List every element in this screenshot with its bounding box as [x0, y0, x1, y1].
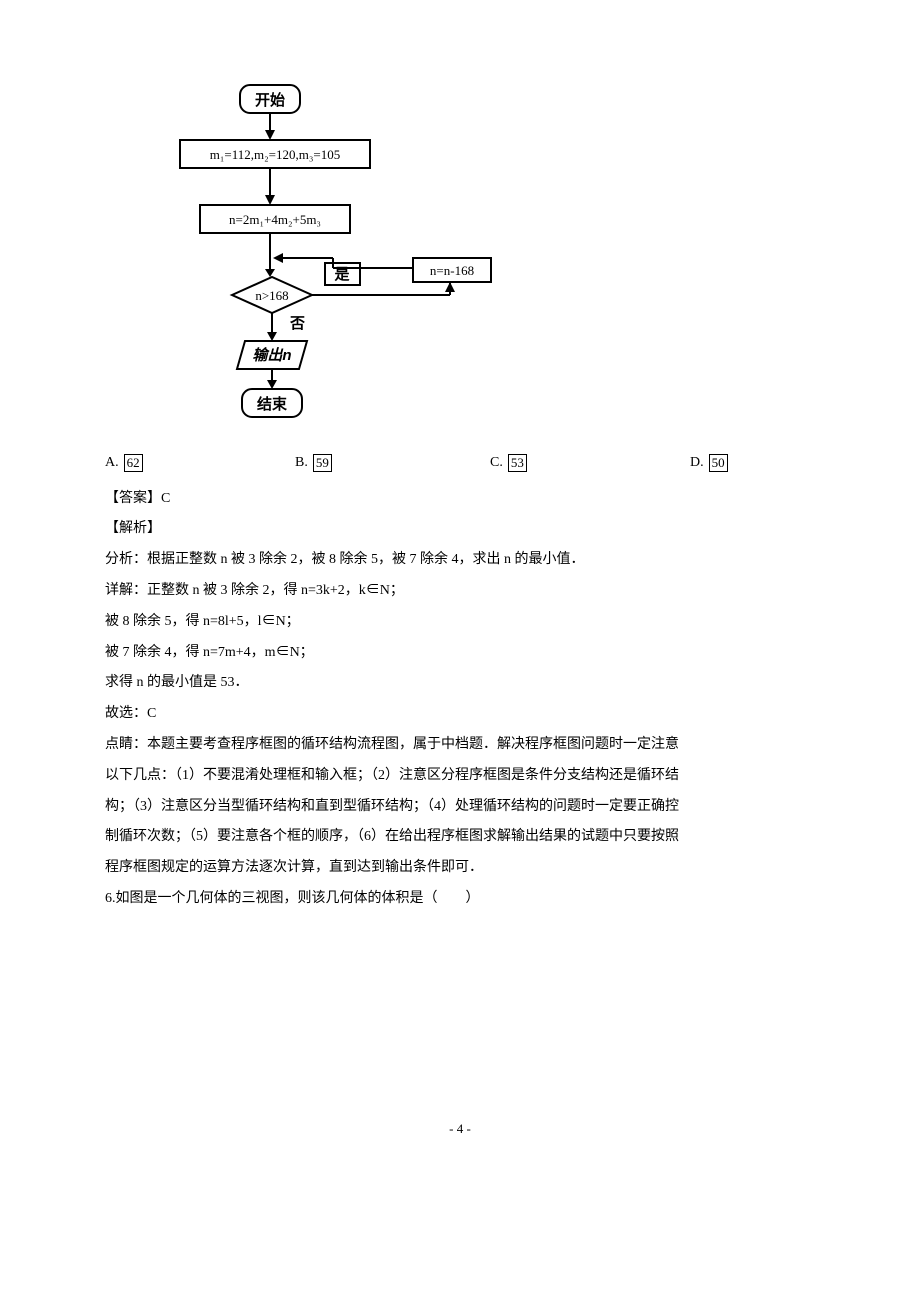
comment3: 构；（3）注意区分当型循环结构和直到型循环结构；（4）处理循环结构的问题时一定要…: [105, 792, 815, 823]
option-c-label: C.: [490, 448, 503, 479]
start-label: 开始: [255, 91, 285, 109]
analysis-header: 【解析】: [105, 514, 815, 545]
option-b-label: B.: [295, 448, 308, 479]
options-row: A. 62 B. 59 C. 53 D. 50: [105, 448, 815, 479]
option-c: C. 53: [490, 448, 690, 479]
comment4: 制循环次数；（5）要注意各个框的顺序，（6）在给出程序框图求解输出结果的试题中只…: [105, 822, 815, 853]
option-d-label: D.: [690, 448, 704, 479]
decision-label: n>168: [255, 288, 288, 303]
option-b: B. 59: [295, 448, 490, 479]
option-a-label: A.: [105, 448, 119, 479]
detail-line3: 被 7 除余 4，得 n=7m+4，m∈N；: [105, 638, 815, 669]
option-a-value: 62: [124, 454, 143, 472]
init-label: m₁=112,m₂=120,m₃=105: [210, 147, 340, 162]
option-a: A. 62: [105, 448, 295, 479]
flowchart-svg: 开始 m₁=112,m₂=120,m₃=105 n=2m₁+4m₂+5m₃ n>…: [155, 80, 515, 425]
comment1: 点睛：本题主要考查程序框图的循环结构流程图，属于中档题．解决程序框图问题时一定注…: [105, 730, 815, 761]
option-d-value: 50: [709, 454, 728, 472]
conclusion: 故选：C: [105, 699, 815, 730]
comment2: 以下几点：（1）不要混淆处理框和输入框；（2）注意区分程序框图是条件分支结构还是…: [105, 761, 815, 792]
page-number: - 4 -: [105, 1115, 815, 1144]
next-question: 6.如图是一个几何体的三视图，则该几何体的体积是（ ）: [105, 884, 815, 915]
detail-line1: 详解：正整数 n 被 3 除余 2，得 n=3k+2，k∈N；: [105, 576, 815, 607]
calc-label: n=2m₁+4m₂+5m₃: [229, 212, 321, 227]
output-label: 输出n: [252, 346, 291, 364]
flowchart-diagram: 开始 m₁=112,m₂=120,m₃=105 n=2m₁+4m₂+5m₃ n>…: [155, 80, 815, 438]
detail-line2: 被 8 除余 5，得 n=8l+5，l∈N；: [105, 607, 815, 638]
end-label: 结束: [257, 395, 288, 413]
option-b-value: 59: [313, 454, 332, 472]
answer-line: 【答案】C: [105, 484, 815, 515]
detail-line4: 求得 n 的最小值是 53．: [105, 668, 815, 699]
comment5: 程序框图规定的运算方法逐次计算，直到达到输出条件即可．: [105, 853, 815, 884]
no-label: 否: [289, 315, 305, 332]
analysis-line: 分析：根据正整数 n 被 3 除余 2，被 8 除余 5，被 7 除余 4，求出…: [105, 545, 815, 576]
option-d: D. 50: [690, 448, 728, 479]
update-label: n=n-168: [430, 263, 474, 278]
option-c-value: 53: [508, 454, 527, 472]
